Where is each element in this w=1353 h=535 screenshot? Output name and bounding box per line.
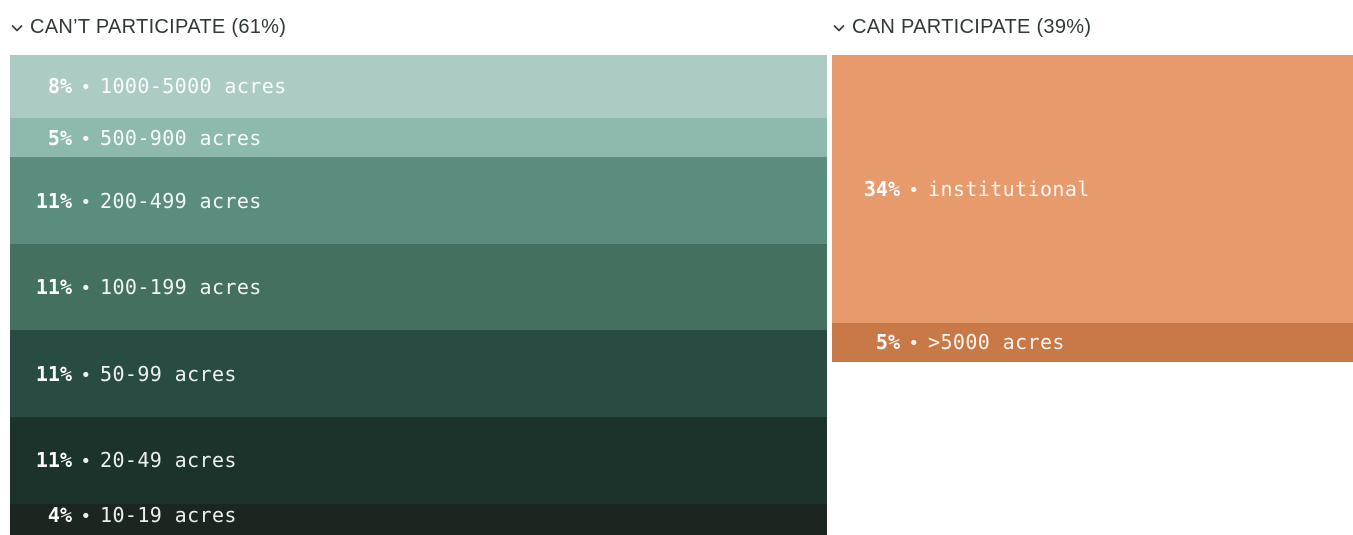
bar-segment: 11% • 20-49 acres — [10, 417, 827, 504]
bar-segment: 5% • 500-900 acres — [10, 117, 827, 158]
bar-category: 20-49 acres — [100, 448, 237, 473]
separator-dot: • — [80, 77, 92, 99]
separator-dot: • — [908, 179, 920, 201]
bar-label: 11% • 50-99 acres — [10, 362, 827, 386]
bar-category: 200-499 acres — [100, 188, 262, 213]
bar-label: 11% • 20-49 acres — [10, 448, 827, 472]
separator-dot: • — [80, 278, 92, 300]
bar-label: 11% • 200-499 acres — [10, 189, 827, 213]
bar-value: 5% — [47, 125, 72, 150]
cant-participate-header: CAN’T PARTICIPATE (61%) — [30, 16, 287, 38]
separator-dot: • — [80, 191, 92, 213]
bar-segment: 8% • 1000-5000 acres — [10, 55, 827, 118]
bar-segment: 4% • 10-19 acres — [10, 503, 827, 535]
bar-label: 4% • 10-19 acres — [10, 504, 827, 527]
bar-value: 5% — [875, 330, 900, 355]
separator-dot: • — [80, 128, 92, 150]
bar-value: 11% — [35, 448, 72, 473]
bar-value: 4% — [47, 503, 72, 527]
separator-dot: • — [80, 505, 92, 527]
separator-dot: • — [80, 451, 92, 473]
can-participate-header: CAN PARTICIPATE (39%) — [852, 16, 1092, 38]
bar-segment: 11% • 200-499 acres — [10, 157, 827, 244]
can-participate-toggle[interactable]: CAN PARTICIPATE (39%) — [832, 0, 1091, 55]
bar-value: 11% — [35, 188, 72, 213]
bar-segment: 5% • >5000 acres — [832, 322, 1353, 362]
can-participate-column: CAN PARTICIPATE (39%) 34% • institutional 5… — [832, 0, 1353, 525]
bar-segment: 11% • 50-99 acres — [10, 330, 827, 417]
bar-value: 11% — [35, 275, 72, 300]
bar-label: 34% • institutional — [832, 177, 1353, 201]
chevron-down-icon — [833, 24, 845, 32]
bar-label: 11% • 100-199 acres — [10, 275, 827, 299]
chevron-down-icon — [11, 24, 23, 32]
bar-category: 1000-5000 acres — [100, 74, 287, 99]
bar-value: 8% — [47, 74, 72, 99]
bar-category: >5000 acres — [928, 330, 1065, 355]
bar-category: institutional — [928, 176, 1090, 201]
bar-segment: 11% • 100-199 acres — [10, 243, 827, 331]
bar-category: 10-19 acres — [100, 503, 237, 527]
bar-value: 34% — [863, 176, 900, 201]
separator-dot: • — [80, 364, 92, 386]
bar-category: 100-199 acres — [100, 275, 262, 300]
cant-participate-toggle[interactable]: CAN’T PARTICIPATE (61%) — [10, 0, 286, 55]
bar-label: 8% • 1000-5000 acres — [10, 74, 827, 98]
bar-label: 5% • >5000 acres — [832, 330, 1353, 354]
separator-dot: • — [908, 333, 920, 355]
bar-category: 500-900 acres — [100, 125, 262, 150]
bar-value: 11% — [35, 361, 72, 386]
bar-label: 5% • 500-900 acres — [10, 126, 827, 150]
bar-category: 50-99 acres — [100, 361, 237, 386]
bar-segment: 34% • institutional — [832, 55, 1353, 323]
cant-participate-column: CAN’T PARTICIPATE (61%) 8% • 1000-5000 acr… — [10, 0, 827, 535]
